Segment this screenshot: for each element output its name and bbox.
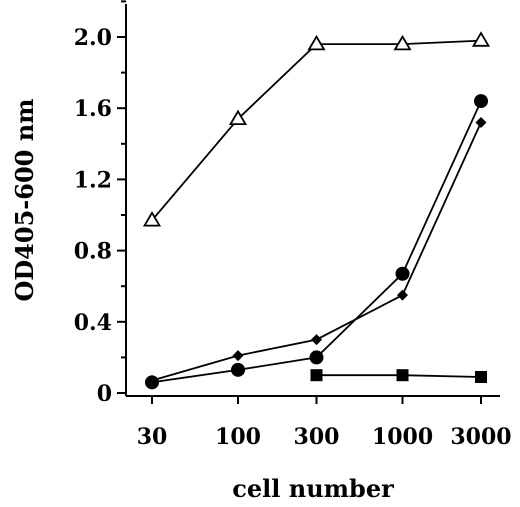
data-point xyxy=(232,350,244,362)
data-point xyxy=(393,34,412,51)
data-point xyxy=(310,369,323,382)
data-point xyxy=(228,109,248,126)
y-tick-label: 0.8 xyxy=(74,239,112,265)
series-line xyxy=(151,39,482,221)
data-point xyxy=(142,211,162,227)
data-point xyxy=(471,31,491,47)
y-tick-label: 1.2 xyxy=(74,167,112,193)
data-point xyxy=(307,34,326,51)
axis-labels: 0 0.4 0.8 1.2 1.6 2.0 30 100 300 1000 3000 cell num… xyxy=(10,25,512,503)
data-point xyxy=(231,362,246,377)
series-markers xyxy=(142,31,491,390)
axes xyxy=(117,0,500,404)
x-tick-label: 3000 xyxy=(450,424,511,450)
data-point xyxy=(396,369,409,382)
data-point xyxy=(395,266,410,281)
y-axis-title: OD405-600 nm xyxy=(10,98,39,301)
data-point xyxy=(309,350,324,365)
series-lines xyxy=(151,39,482,384)
data-point xyxy=(475,370,487,383)
data-point xyxy=(475,116,487,128)
x-tick-label: 100 xyxy=(215,424,261,450)
x-axis-title: cell number xyxy=(232,474,394,503)
y-tick-label: 0.4 xyxy=(74,310,112,336)
y-tick-label: 2.0 xyxy=(74,25,112,51)
x-tick-label: 30 xyxy=(137,424,168,450)
data-point xyxy=(397,289,409,301)
data-point xyxy=(146,375,158,387)
y-tick-label: 0 xyxy=(97,381,112,407)
x-tick-label: 300 xyxy=(294,424,340,450)
y-tick-label: 1.6 xyxy=(74,96,112,122)
x-tick-label: 1000 xyxy=(372,424,433,450)
data-point xyxy=(474,94,488,109)
data-point xyxy=(311,334,322,346)
